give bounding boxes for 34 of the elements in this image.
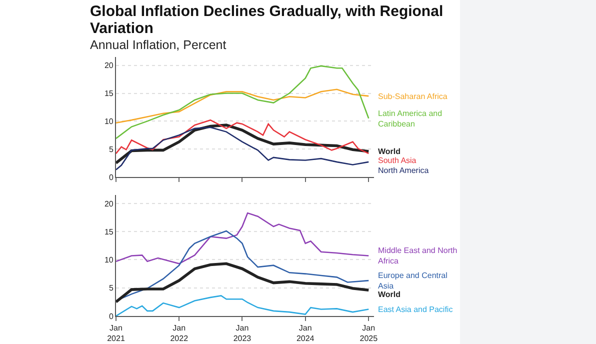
series-label: East Asia and Pacific: [378, 305, 453, 314]
series-label: South Asia: [378, 156, 417, 165]
y-tick-label: 0: [108, 172, 114, 182]
y-tick-label: 15: [104, 227, 114, 236]
y-tick-label: 20: [104, 199, 114, 208]
y-tick-label: 15: [104, 89, 114, 98]
series-label: North America: [378, 166, 430, 175]
series-label: World: [378, 147, 401, 156]
x-tick-label: Jan 2023: [233, 324, 252, 343]
line-series: [116, 124, 370, 164]
series-label: Latin America and Caribbean: [378, 109, 442, 128]
series-label: World: [378, 290, 401, 299]
line-series: [116, 262, 370, 304]
y-tick-label: 20: [104, 61, 114, 70]
y-tick-label: 5: [108, 284, 114, 293]
y-tick-label: 10: [104, 256, 114, 265]
series-label: Europe and Central Asia: [378, 271, 448, 290]
y-tick-label: 10: [104, 116, 114, 126]
line-series: [116, 65, 370, 140]
line-series: [116, 295, 370, 316]
y-tick-label: 0: [108, 312, 114, 321]
line-series: [116, 88, 370, 124]
series-label: Sub-Saharan Africa: [378, 92, 448, 101]
x-tick-label: Jan 2024: [296, 324, 315, 343]
line-series: [116, 126, 370, 170]
series-label: Middle East and North Africa: [378, 246, 458, 266]
x-tick-label: Jan 2021: [107, 324, 126, 343]
x-tick-label: Jan 2022: [170, 324, 189, 343]
chart-subtitle: Annual Inflation, Percent: [90, 38, 228, 52]
chart-title: Global Inflation Declines Gradually, with Regional Variation: [90, 3, 444, 37]
line-series: [116, 119, 370, 154]
y-tick-label: 5: [108, 144, 114, 154]
line-series: [116, 212, 370, 264]
x-tick-label: Jan 2025: [360, 324, 378, 343]
